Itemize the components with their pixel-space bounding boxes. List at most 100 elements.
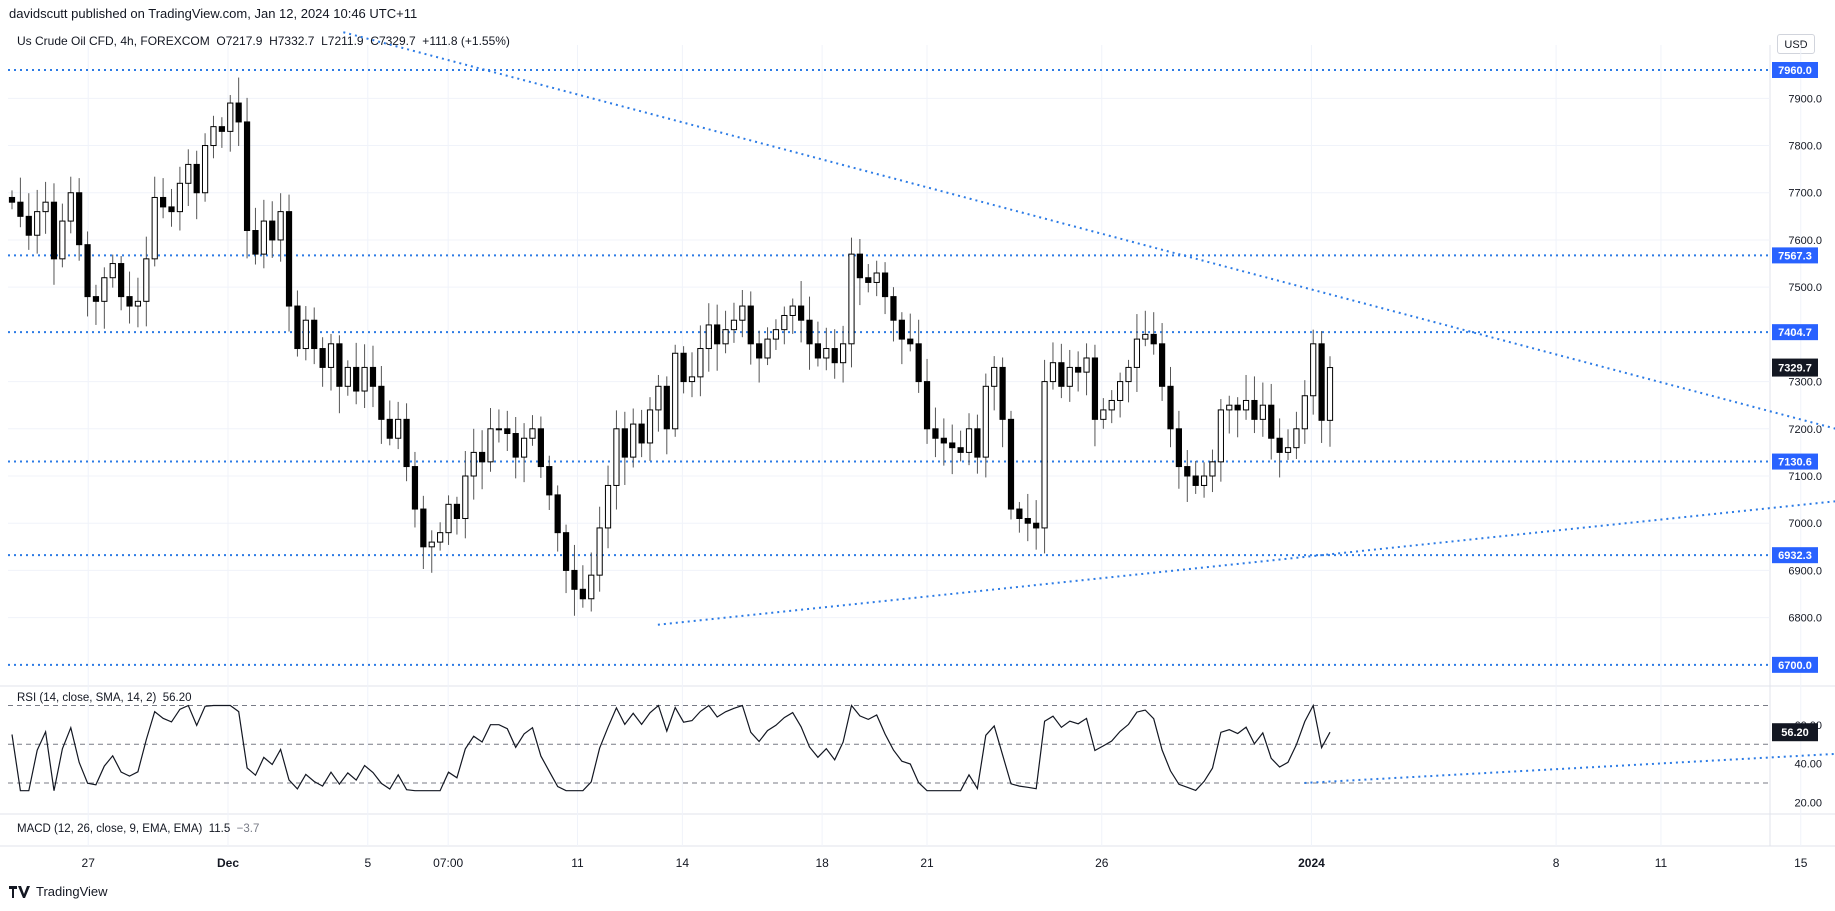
candle-down xyxy=(403,418,410,468)
candle-up xyxy=(302,319,309,350)
ohlc-values: O7217.9 H7332.7 L7211.9 C7329.7 +111.8 (… xyxy=(216,34,510,48)
candle-up xyxy=(487,428,494,463)
candle-up xyxy=(697,348,704,378)
candle-down xyxy=(311,319,318,350)
macd-legend: MACD (12, 26, close, 9, EMA, EMA) 11.5 −… xyxy=(17,823,259,835)
candle-down xyxy=(554,494,561,534)
candle-up xyxy=(823,348,830,359)
candle-up xyxy=(445,503,452,534)
candle-up xyxy=(67,192,74,222)
candle-up xyxy=(764,338,771,359)
candle-up xyxy=(1041,381,1048,529)
candle-up xyxy=(1209,461,1216,477)
price-level-label-bg xyxy=(1772,247,1818,264)
candle-down xyxy=(923,381,931,430)
last-price-label: 7329.7 xyxy=(1778,363,1812,375)
candle-down xyxy=(881,272,889,298)
candle-up xyxy=(361,366,368,392)
price-tick-label: 7100.0 xyxy=(1788,471,1822,483)
candle-down xyxy=(479,451,486,463)
candle-up xyxy=(1142,333,1149,340)
candle-up xyxy=(277,211,284,241)
candle-up xyxy=(260,220,267,255)
time-tick-label: Dec xyxy=(217,856,239,870)
candle-down xyxy=(680,352,687,383)
candle-down xyxy=(420,508,427,548)
tradingview-logo-icon xyxy=(9,885,31,898)
candle-down xyxy=(336,343,343,387)
footer-brand[interactable]: TradingView xyxy=(9,884,108,899)
candle-up xyxy=(705,324,712,350)
candle-down xyxy=(243,121,251,232)
candle-down xyxy=(621,428,628,458)
candle-up xyxy=(1066,366,1073,387)
candle-up xyxy=(688,376,696,383)
candle-down xyxy=(252,230,259,255)
candle-down xyxy=(865,277,872,283)
candle-up xyxy=(520,437,528,458)
candle-up xyxy=(789,305,796,316)
candle-down xyxy=(453,503,461,519)
price-level-label-bg xyxy=(1772,453,1818,470)
price-level-label: 6932.3 xyxy=(1778,550,1812,562)
candle-down xyxy=(504,428,511,435)
candle-up xyxy=(109,263,116,279)
candle-down xyxy=(638,423,645,444)
candle-up xyxy=(781,314,788,331)
candle-up xyxy=(470,451,477,477)
price-tick-label: 7600.0 xyxy=(1788,235,1822,247)
candle-up xyxy=(185,163,192,184)
candle-down xyxy=(294,305,301,350)
candle-up xyxy=(772,329,780,340)
candle-down xyxy=(1016,508,1023,519)
candle-down xyxy=(1251,399,1258,420)
price-tick-label: 7700.0 xyxy=(1788,188,1822,200)
candle-down xyxy=(285,211,293,307)
time-tick-label: 07:00 xyxy=(433,856,463,870)
rsi-line xyxy=(11,703,1331,792)
candle-up xyxy=(34,211,41,236)
trendline xyxy=(343,31,1835,430)
candle-down xyxy=(1007,418,1015,510)
candle-down xyxy=(806,319,813,345)
candle-up xyxy=(1293,428,1300,449)
candle-down xyxy=(932,428,939,439)
candle-down xyxy=(1184,466,1191,477)
candle-down xyxy=(747,305,754,345)
candle-up xyxy=(1117,381,1124,401)
candle-down xyxy=(84,244,91,298)
time-tick-label: 8 xyxy=(1553,856,1560,870)
candle-down xyxy=(193,163,200,194)
candle-down xyxy=(1158,343,1166,387)
rsi-label: RSI (14, close, SMA, 14, 2) xyxy=(17,692,157,704)
price-tick-label: 7000.0 xyxy=(1788,518,1822,530)
candle-down xyxy=(378,385,385,420)
candle-up xyxy=(529,428,536,439)
price-level-label: 6700.0 xyxy=(1778,660,1812,672)
candle-up xyxy=(1133,338,1141,368)
price-tick-label: 7800.0 xyxy=(1788,141,1822,153)
candle-up xyxy=(1226,404,1233,411)
time-tick-label: 26 xyxy=(1095,856,1109,870)
candle-up xyxy=(1125,366,1132,383)
candle-up xyxy=(1301,395,1308,430)
candle-down xyxy=(537,428,544,468)
candle-up xyxy=(873,272,880,283)
currency-button[interactable]: USD xyxy=(1777,34,1815,54)
candle-up xyxy=(151,196,158,260)
candle-down xyxy=(940,437,947,444)
candle-down xyxy=(562,532,570,571)
candle-up xyxy=(176,182,184,213)
candle-up xyxy=(672,352,679,430)
candle-down xyxy=(1268,404,1275,439)
candle-up xyxy=(655,385,662,411)
candle-down xyxy=(160,196,167,208)
candle-up xyxy=(1326,367,1334,421)
price-tick-label: 6800.0 xyxy=(1788,613,1822,625)
candle-down xyxy=(898,319,905,340)
candle-up xyxy=(1217,409,1224,463)
time-tick-label: 5 xyxy=(364,856,371,870)
candle-up xyxy=(1049,362,1057,383)
symbol-name[interactable]: Us Crude Oil CFD, 4h, FOREXCOM xyxy=(17,34,210,48)
